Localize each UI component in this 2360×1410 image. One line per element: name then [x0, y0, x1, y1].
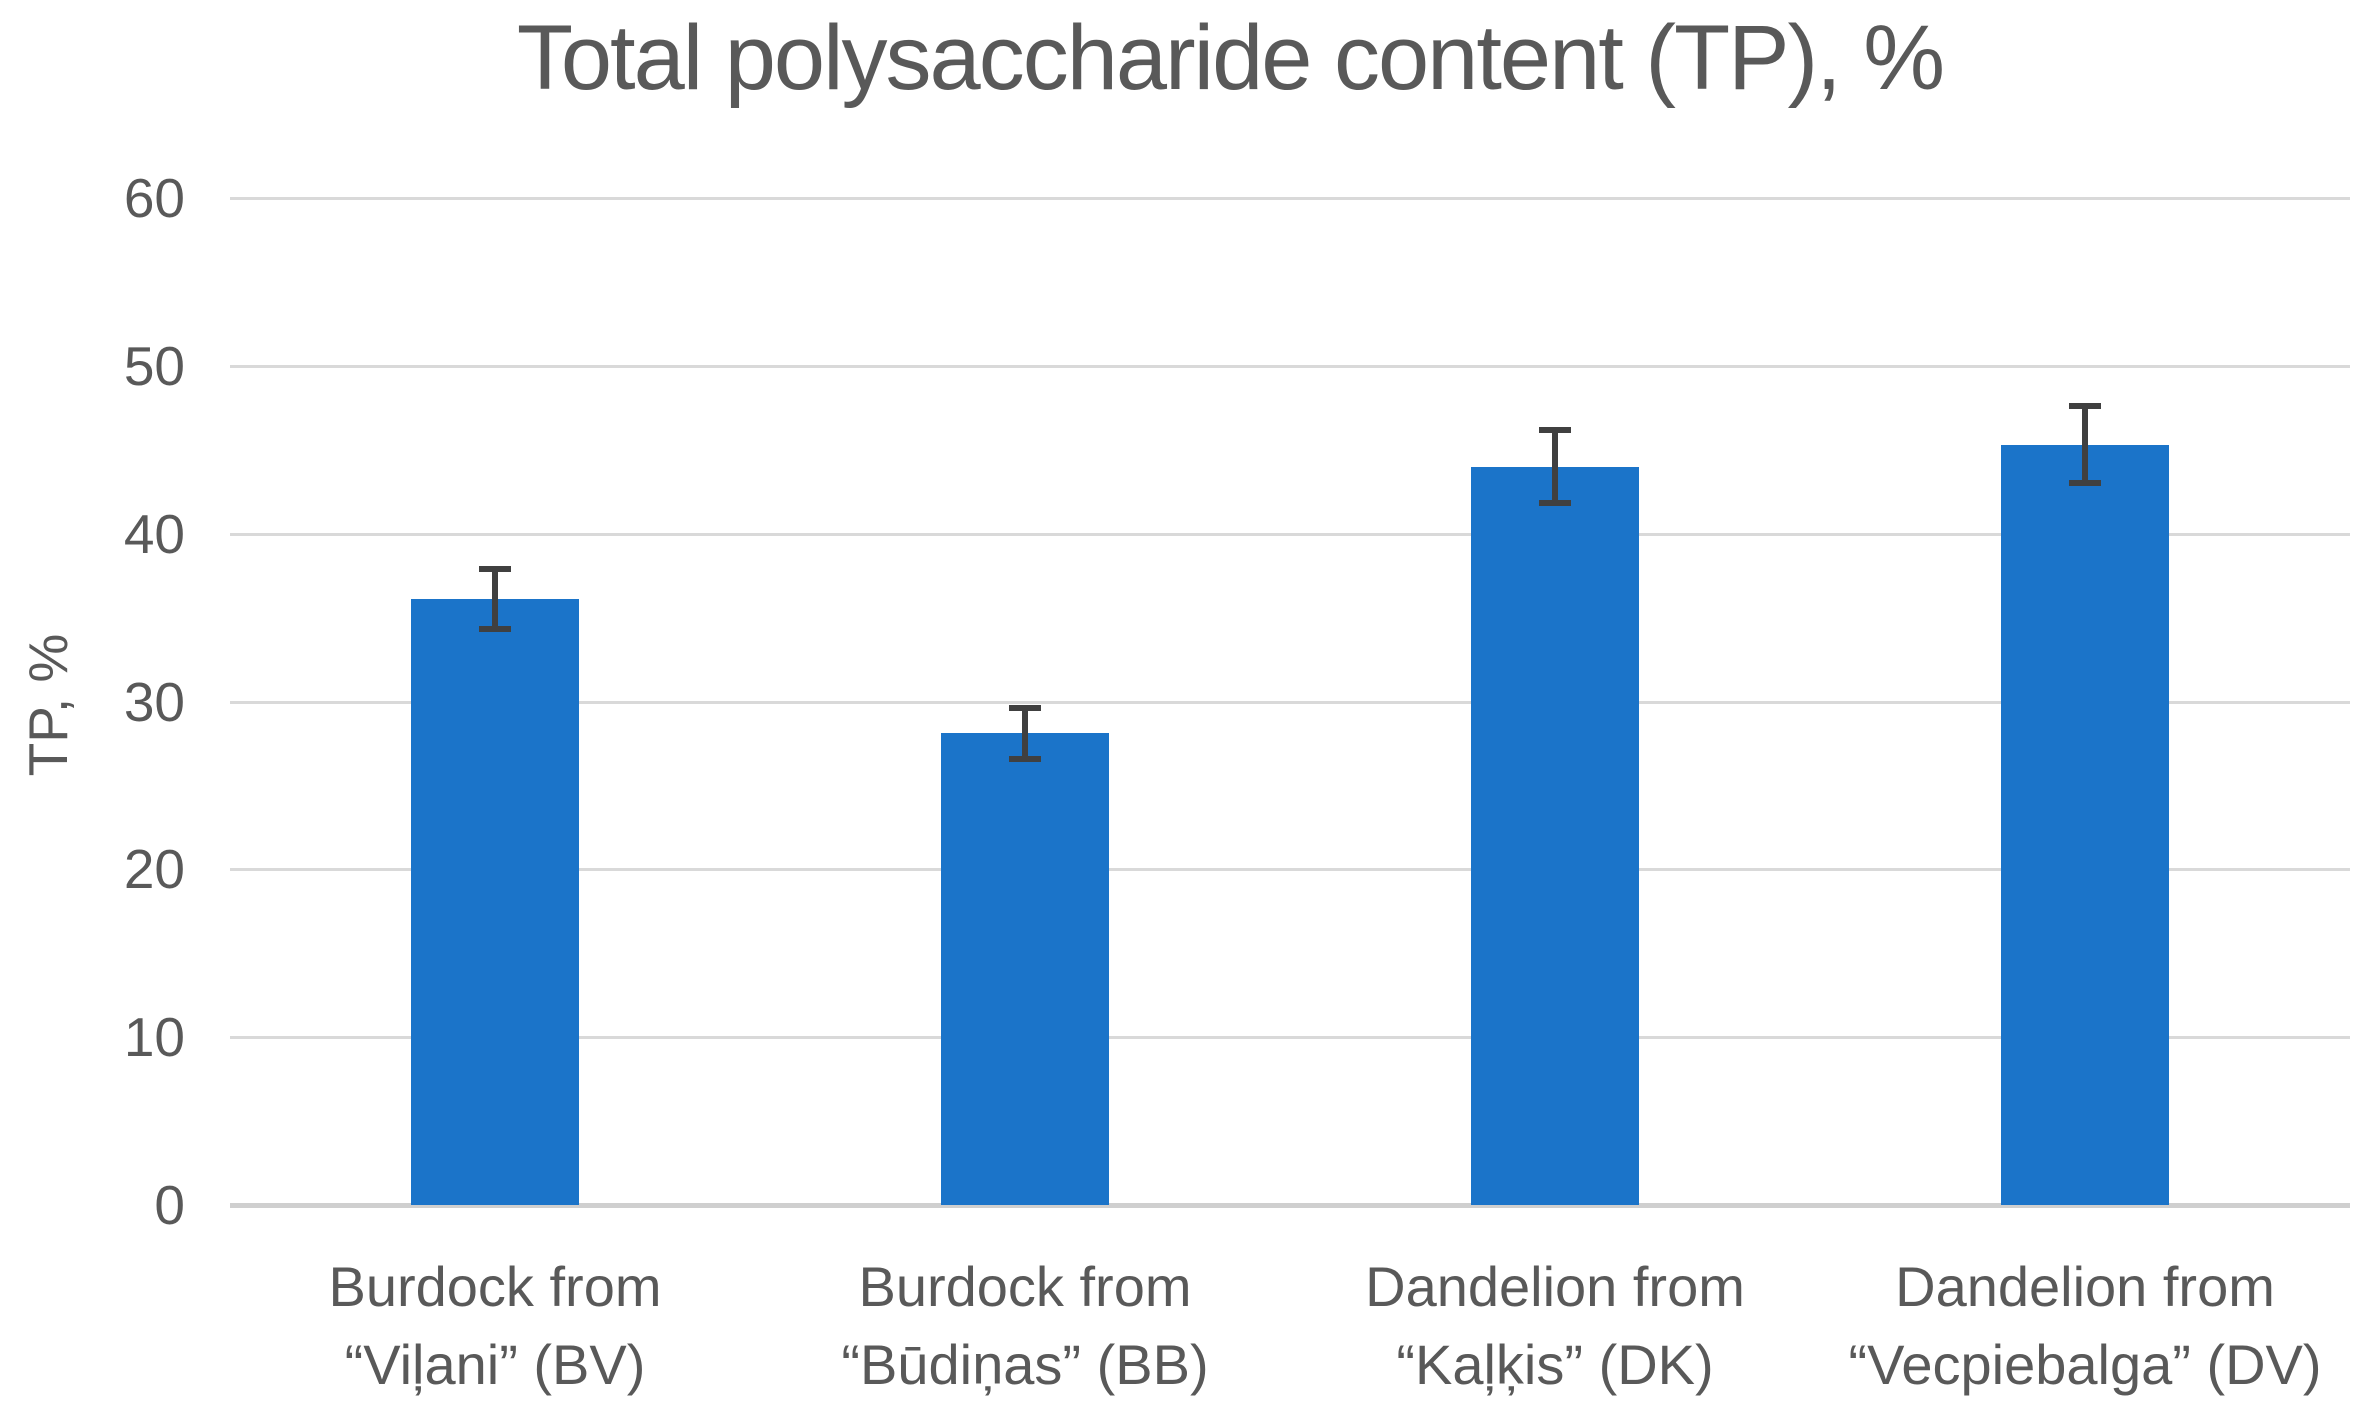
x-axis-line [230, 1203, 2350, 1208]
error-bar-stem [492, 568, 498, 630]
y-tick-label: 40 [123, 502, 185, 565]
error-bar-cap [1009, 755, 1041, 762]
bar [941, 733, 1109, 1205]
gridline [230, 868, 2350, 872]
chart-title: Total polysaccharide content (TP), % [516, 7, 1945, 109]
gridline [230, 364, 2350, 368]
x-category-label: Dandelion from “Kaļķis” (DK) [1365, 1255, 1745, 1396]
bar [411, 599, 579, 1205]
gridline [230, 700, 2350, 704]
error-bar-cap [2069, 403, 2101, 410]
x-category-label: Burdock from “Viļani” (BV) [328, 1255, 662, 1396]
y-tick-label: 60 [123, 167, 185, 229]
y-tick-label: 20 [123, 838, 185, 901]
error-bar-cap [2069, 480, 2101, 487]
gridline [230, 197, 2350, 200]
error-bar-cap [479, 626, 511, 633]
y-tick-label: 30 [123, 670, 185, 733]
y-tick-label: 10 [123, 1006, 185, 1069]
x-category-label: Burdock from “Būdiņas” (BB) [841, 1255, 1209, 1396]
error-bar-cap [1539, 500, 1571, 507]
y-tick-label: 50 [123, 334, 185, 397]
error-bar-stem [2082, 406, 2088, 484]
gridline [230, 1036, 2350, 1040]
bar [2001, 444, 2169, 1205]
bar [1471, 466, 1639, 1205]
x-category-label: Dandelion from “Vecpiebalga” (DV) [1848, 1255, 2322, 1396]
gridline [230, 532, 2350, 536]
error-bar-cap [1009, 705, 1041, 712]
error-bar-cap [479, 565, 511, 572]
error-bar-stem [1022, 708, 1028, 759]
y-tick-label: 0 [154, 1174, 185, 1236]
error-bar-cap [1539, 426, 1571, 433]
error-bar-stem [1552, 429, 1558, 504]
